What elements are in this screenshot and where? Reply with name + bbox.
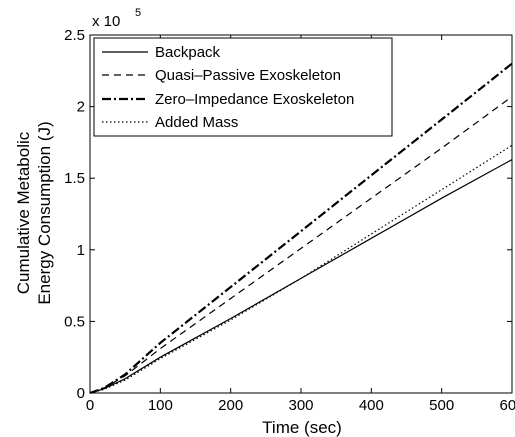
series-line-backpack bbox=[89, 159, 513, 394]
y-tick-label: 2 bbox=[77, 99, 85, 116]
y-tick-label: 1 bbox=[77, 242, 85, 259]
series-line-quasi-passive-exoskeleton bbox=[89, 96, 513, 394]
x-tick-label: 200 bbox=[218, 397, 243, 414]
y-tick-label: 0 bbox=[77, 385, 85, 402]
x-tick-label: 100 bbox=[148, 397, 173, 414]
y-tick-label: 0.5 bbox=[64, 313, 85, 330]
legend-label-zero-impedance: Zero–Impedance Exoskeleton bbox=[155, 91, 354, 108]
x-tick-label: 0 bbox=[86, 397, 94, 414]
legend-box bbox=[93, 37, 393, 137]
legend-label-quasi-passive: Quasi–Passive Exoskeleton bbox=[155, 67, 341, 84]
y-tick-label: 2.5 bbox=[64, 27, 85, 44]
legend-label-backpack: Backpack bbox=[155, 44, 221, 61]
y-multiplier-base: x 10 bbox=[92, 13, 120, 30]
ticks-layer: 0 100 200 300 400 500 600 0 0.5 1 1.5 2 2.5 bbox=[64, 27, 515, 414]
x-tick-label: 300 bbox=[288, 397, 313, 414]
series-line-zero-impedance-exoskeleton bbox=[89, 62, 513, 395]
x-tick-label: 500 bbox=[429, 397, 454, 414]
y-axis-title-line2: Energy Consumption (J) bbox=[35, 121, 54, 304]
x-tick-label: 600 bbox=[499, 397, 515, 414]
y-axis-title-line1: Cumulative Metabolic bbox=[14, 131, 33, 294]
x-axis-title: Time (sec) bbox=[262, 418, 342, 437]
y-tick-label: 1.5 bbox=[64, 170, 85, 187]
series-layer bbox=[89, 62, 513, 395]
x-tick-label: 400 bbox=[359, 397, 384, 414]
legend-label-added-mass: Added Mass bbox=[155, 114, 238, 131]
y-multiplier-exponent: 5 bbox=[135, 7, 141, 19]
legend: Backpack Quasi–Passive Exoskeleton Zero–… bbox=[93, 37, 393, 137]
